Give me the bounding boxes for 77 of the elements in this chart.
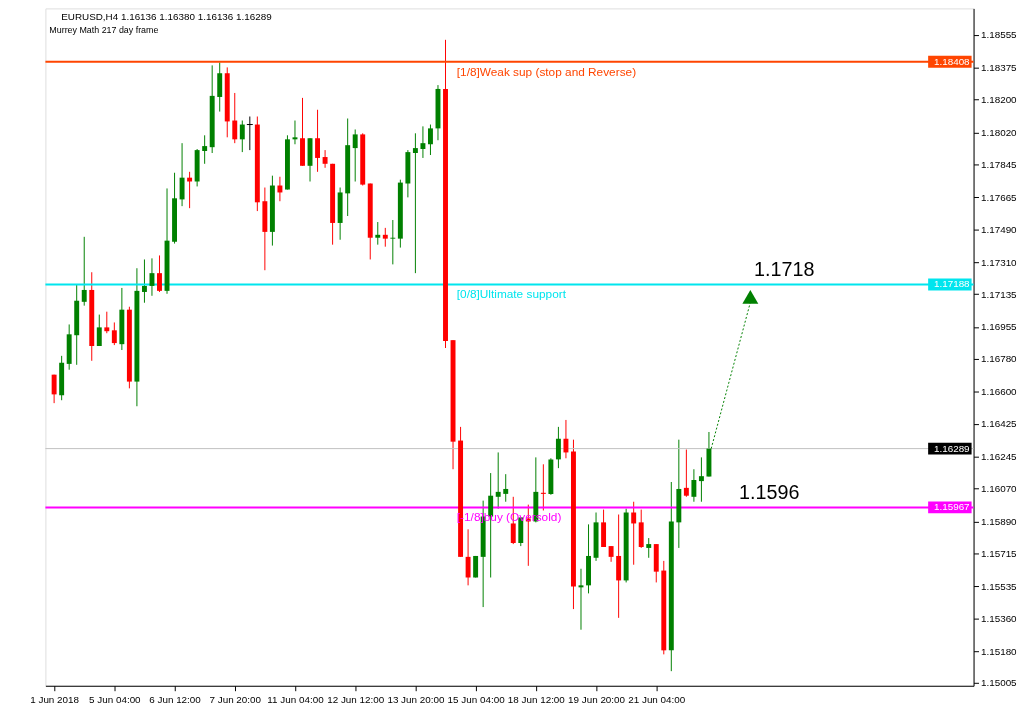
candlestick: [465, 528, 471, 586]
candlestick: [217, 61, 223, 113]
y-tick-label: 1.16070: [980, 483, 1017, 495]
y-tick-label: 1.16425: [980, 418, 1017, 430]
candlestick: [149, 257, 155, 297]
x-tick-label: 11 Jun 04:00: [267, 694, 325, 706]
candlestick: [382, 227, 388, 248]
x-tick-label: 21 Jun 04:00: [628, 694, 686, 706]
candlestick: [81, 236, 87, 307]
candlestick: [239, 120, 245, 153]
y-tick-label: 1.18020: [980, 127, 1017, 139]
candlestick: [232, 92, 238, 144]
candlestick: [187, 171, 193, 209]
ref-line-label: [0/8]Ultimate support: [456, 287, 567, 302]
y-tick-label: 1.15715: [980, 547, 1017, 559]
annotation: 1.16289: [933, 442, 971, 454]
candlestick: [352, 128, 358, 182]
y-tick-label: 1.17490: [980, 223, 1017, 235]
y-tick-label: 1.15360: [980, 612, 1017, 624]
candlestick: [104, 311, 110, 334]
candlestick: [96, 314, 102, 347]
candlestick: [698, 456, 704, 503]
candlestick: [246, 116, 253, 151]
y-tick-label: 1.16600: [980, 386, 1017, 398]
candlestick: [540, 463, 546, 511]
text: Murrey Math 217 day frame: [49, 25, 159, 36]
candlestick: [375, 221, 381, 246]
y-tick-label: 1.17135: [980, 288, 1017, 300]
x-tick-label: 6 Jun 12:00: [149, 694, 202, 706]
ref-line-label: [1/8]Weak sup (stop and Reverse): [456, 64, 637, 79]
candlestick: [646, 537, 652, 559]
candlestick: [420, 125, 426, 159]
chart-title: EURUSD,H4 1.16136 1.16380 1.16136 1.16289: [61, 11, 273, 23]
x-tick-label: 1 Jun 2018: [30, 694, 80, 706]
candlestick: [427, 124, 433, 156]
candlestick: [390, 219, 396, 265]
candlestick: [691, 468, 697, 503]
x-tick-label: 5 Jun 04:00: [89, 694, 142, 706]
annotation: 1.1718: [754, 258, 815, 281]
candlestick: [683, 449, 689, 498]
candlestick: [202, 134, 208, 165]
x-tick-label: 15 Jun 04:00: [447, 694, 506, 706]
candlestick: [412, 132, 418, 274]
y-tick-label: 1.15180: [980, 645, 1017, 657]
candlestick: [563, 419, 569, 459]
candlestick: [51, 374, 57, 404]
x-tick-label: 19 Jun 20:00: [568, 694, 626, 706]
y-tick-label: 1.15890: [980, 515, 1017, 527]
y-tick-label: 1.15535: [980, 580, 1017, 592]
candlestick: [179, 142, 185, 207]
x-tick-label: 7 Jun 20:00: [209, 694, 262, 706]
candlestick: [111, 321, 117, 346]
annotation: 1.1596: [739, 480, 800, 503]
candlestick: [631, 501, 637, 566]
candlestick: [157, 254, 162, 293]
candlestick: [555, 426, 561, 469]
candlestick: [503, 473, 509, 503]
y-tick-label: 1.16955: [980, 321, 1017, 333]
candlestick: [322, 149, 328, 169]
y-tick-label: 1.16245: [980, 451, 1017, 463]
x-tick-label: 18 Jun 12:00: [507, 694, 566, 706]
y-tick-label: 1.18200: [980, 94, 1017, 106]
candlestick: [141, 258, 147, 304]
y-tick-label: 1.17845: [980, 158, 1017, 170]
y-tick-label: 1.18375: [980, 62, 1017, 74]
x-tick-label: 13 Jun 20:00: [387, 694, 445, 706]
y-tick-label: 1.15005: [980, 677, 1017, 689]
candlestick: [495, 451, 501, 510]
candlestick: [315, 109, 321, 173]
y-tick-label: 1.17665: [980, 191, 1017, 203]
x-tick-label: 12 Jun 12:00: [327, 694, 385, 706]
y-tick-label: 1.16780: [980, 353, 1017, 365]
annotation: 1.18408: [933, 55, 971, 67]
y-tick-label: 1.18555: [980, 29, 1017, 41]
annotation: 1.15967: [933, 501, 970, 513]
y-tick-label: 1.17310: [980, 256, 1017, 268]
annotation: 1.17188: [933, 278, 971, 290]
